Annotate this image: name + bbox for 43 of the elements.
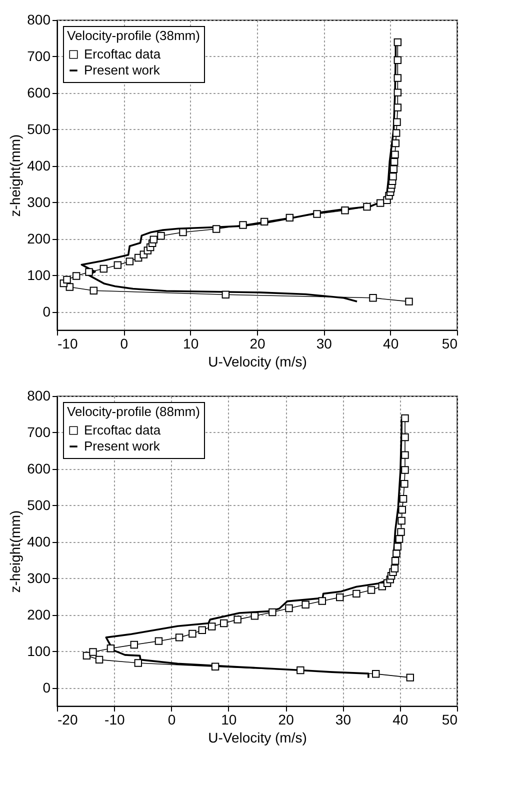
x-tick-label: 30	[335, 712, 352, 728]
x-tick-label: 40	[383, 336, 399, 352]
y-tick-label: 800	[27, 12, 51, 28]
y-tick-label: 600	[27, 84, 51, 100]
y-tick-label: 500	[27, 496, 51, 513]
x-tick-label: 0	[168, 712, 176, 728]
y-tick-label: 600	[27, 460, 51, 476]
y-tick-label: 700	[27, 48, 51, 64]
legend-title: Velocity-profile (38mm)	[67, 28, 200, 43]
legend-label: Present work	[84, 438, 160, 454]
x-tick-label: -10	[58, 336, 78, 352]
x-tick-label: 10	[221, 712, 237, 728]
y-axis-title: z-height(mm)	[7, 510, 24, 593]
x-tick-label: 10	[183, 336, 199, 352]
x-tick-label: 20	[250, 336, 266, 352]
x-tick-label: 30	[316, 336, 332, 352]
x-tick-label: -10	[104, 712, 125, 728]
legend-title: Velocity-profile (88mm)	[67, 404, 200, 419]
y-axis-title: z-height(mm)	[7, 134, 24, 217]
x-tick-label: 0	[120, 336, 128, 352]
y-tick-label: 300	[27, 194, 51, 210]
legend-label: Present work	[84, 62, 160, 78]
x-axis-title: U-Velocity (m/s)	[208, 354, 307, 370]
y-tick-label: 0	[42, 679, 51, 696]
x-tick-label: -20	[58, 712, 78, 728]
x-tick-label: 20	[278, 712, 294, 728]
y-tick-label: 800	[27, 388, 51, 404]
y-tick-label: 500	[27, 120, 51, 137]
y-tick-label: 0	[42, 303, 51, 320]
y-tick-label: 100	[27, 266, 51, 283]
y-tick-label: 400	[27, 157, 51, 174]
x-tick-label: 50	[442, 336, 458, 352]
y-tick-label: 100	[27, 642, 51, 659]
x-tick-label: 40	[392, 712, 408, 728]
y-tick-label: 300	[27, 570, 51, 586]
legend-label: Ercoftac data	[84, 422, 162, 438]
x-tick-label: 50	[442, 712, 458, 728]
legend-label: Ercoftac data	[84, 46, 162, 62]
y-tick-label: 400	[27, 533, 51, 550]
x-axis-title: U-Velocity (m/s)	[208, 730, 307, 746]
y-tick-label: 700	[27, 424, 51, 440]
y-tick-label: 200	[27, 606, 51, 622]
y-tick-label: 200	[27, 230, 51, 246]
